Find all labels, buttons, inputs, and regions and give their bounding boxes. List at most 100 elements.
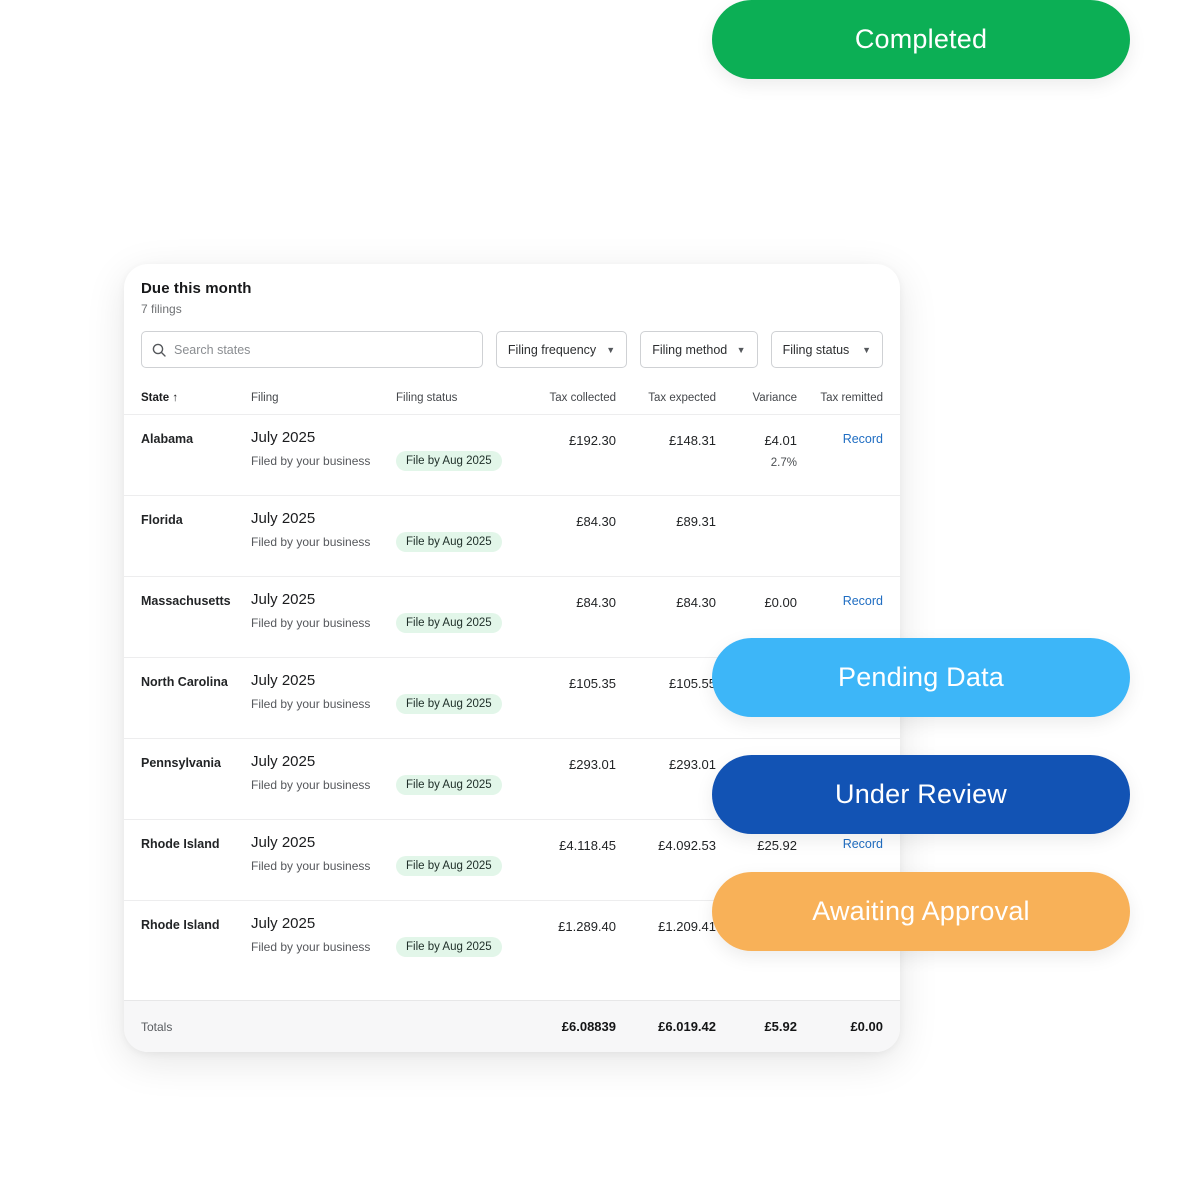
- chevron-down-icon: ▼: [736, 344, 746, 355]
- filing-cell: July 2025 Filed by your business: [251, 591, 396, 630]
- tax-collected-cell: £84.30: [576, 595, 616, 610]
- table-row[interactable]: Alabama July 2025 Filed by your business…: [124, 414, 900, 495]
- filed-by-label: Filed by your business: [251, 859, 371, 873]
- filing-status-cell: File by Aug 2025: [396, 429, 516, 471]
- totals-label: Totals: [141, 1019, 173, 1034]
- status-badge: File by Aug 2025: [396, 532, 502, 552]
- tax-collected-cell: £105.35: [569, 676, 616, 691]
- table-row[interactable]: Pennsylvania July 2025 Filed by your bus…: [124, 738, 900, 819]
- status-pill: Pending Data: [712, 638, 1130, 717]
- tax-expected-cell: £1.209.41: [658, 919, 716, 934]
- tax-expected-cell: £293.01: [669, 757, 716, 772]
- tax-expected-cell: £84.30: [676, 595, 716, 610]
- variance-percent: 2.7%: [770, 457, 797, 469]
- search-input[interactable]: [174, 342, 472, 357]
- state-cell: Massachusetts: [141, 594, 231, 608]
- page-title: Due this month: [141, 280, 252, 297]
- tax-remitted-cell: Record: [797, 591, 883, 608]
- table-header: State ↑ Filing Filing status Tax collect…: [124, 368, 900, 414]
- state-cell: Rhode Island: [141, 837, 220, 851]
- record-link[interactable]: Record: [842, 432, 883, 446]
- variance-cell: £25.92: [716, 834, 797, 862]
- filing-method-dropdown[interactable]: Filing method ▼: [640, 331, 758, 368]
- filing-method-label: Filing method: [652, 342, 728, 357]
- status-pill: Under Review: [712, 755, 1130, 834]
- totals-tax-expected: £6.019.42: [658, 1019, 716, 1034]
- search-states-box[interactable]: [141, 331, 483, 368]
- variance-cell: [716, 510, 797, 523]
- totals-tax-remitted: £0.00: [850, 1019, 883, 1034]
- filed-by-label: Filed by your business: [251, 454, 371, 468]
- tax-remitted-cell: Record: [797, 429, 883, 446]
- status-badge: File by Aug 2025: [396, 856, 502, 876]
- state-cell: Florida: [141, 513, 183, 527]
- column-header-filing-status: Filing status: [396, 392, 458, 404]
- filing-period: July 2025: [251, 915, 316, 932]
- tax-collected-cell: £192.30: [569, 433, 616, 448]
- tax-remitted-cell: Record: [797, 834, 883, 851]
- status-badge: File by Aug 2025: [396, 937, 502, 957]
- state-cell: North Carolina: [141, 675, 228, 689]
- tax-expected-cell: £105.55: [669, 676, 716, 691]
- filed-by-label: Filed by your business: [251, 778, 371, 792]
- tax-collected-cell: £84.30: [576, 514, 616, 529]
- filing-cell: July 2025 Filed by your business: [251, 915, 396, 954]
- column-header-state[interactable]: State ↑: [141, 392, 179, 404]
- table-body: Alabama July 2025 Filed by your business…: [124, 414, 900, 1000]
- variance-value: [716, 510, 797, 514]
- status-pill: Completed: [712, 0, 1130, 79]
- filing-period: July 2025: [251, 834, 316, 851]
- filing-status-cell: File by Aug 2025: [396, 753, 516, 795]
- state-cell: Pennsylvania: [141, 756, 221, 770]
- variance-cell: £4.01 2.7%: [716, 429, 797, 469]
- column-header-tax-remitted: Tax remitted: [820, 392, 883, 404]
- tax-expected-cell: £89.31: [676, 514, 716, 529]
- tax-remitted-cell: [797, 510, 883, 513]
- status-badge: File by Aug 2025: [396, 451, 502, 471]
- state-cell: Rhode Island: [141, 918, 220, 932]
- filed-by-label: Filed by your business: [251, 697, 371, 711]
- filing-period: July 2025: [251, 672, 316, 689]
- filed-by-label: Filed by your business: [251, 535, 371, 549]
- filing-status-cell: File by Aug 2025: [396, 915, 516, 957]
- totals-variance: £5.92: [764, 1019, 797, 1034]
- filed-by-label: Filed by your business: [251, 940, 371, 954]
- table-row[interactable]: Massachusetts July 2025 Filed by your bu…: [124, 576, 900, 657]
- filing-frequency-dropdown[interactable]: Filing frequency ▼: [495, 331, 628, 368]
- filing-cell: July 2025 Filed by your business: [251, 753, 396, 792]
- filed-by-label: Filed by your business: [251, 616, 371, 630]
- tax-expected-cell: £148.31: [669, 433, 716, 448]
- filing-period: July 2025: [251, 591, 316, 608]
- table-row[interactable]: Rhode Island July 2025 Filed by your bus…: [124, 900, 900, 981]
- record-link[interactable]: [797, 510, 883, 513]
- table-row[interactable]: North Carolina July 2025 Filed by your b…: [124, 657, 900, 738]
- state-cell: Alabama: [141, 432, 194, 446]
- tax-collected-cell: £4.118.45: [559, 838, 616, 853]
- totals-row: Totals £6.08839 £6.019.42 £5.92 £0.00: [124, 1000, 900, 1052]
- filing-cell: July 2025 Filed by your business: [251, 672, 396, 711]
- column-header-tax-collected: Tax collected: [549, 392, 616, 404]
- status-badge: File by Aug 2025: [396, 694, 502, 714]
- filing-cell: July 2025 Filed by your business: [251, 429, 396, 468]
- chevron-down-icon: ▼: [862, 344, 872, 355]
- table-row[interactable]: Florida July 2025 Filed by your business…: [124, 495, 900, 576]
- filing-cell: July 2025 Filed by your business: [251, 834, 396, 873]
- tax-expected-cell: £4.092.53: [658, 838, 716, 853]
- filing-status-label: Filing status: [782, 342, 850, 357]
- table-row[interactable]: Rhode Island July 2025 Filed by your bus…: [124, 819, 900, 900]
- filing-frequency-label: Filing frequency: [507, 342, 597, 357]
- search-icon: [152, 343, 166, 357]
- filing-period: July 2025: [251, 429, 316, 446]
- record-link[interactable]: Record: [842, 594, 883, 608]
- variance-value: £25.92: [757, 838, 797, 853]
- filing-status-dropdown[interactable]: Filing status ▼: [770, 331, 884, 368]
- filing-status-cell: File by Aug 2025: [396, 834, 516, 876]
- status-badge: File by Aug 2025: [396, 613, 502, 633]
- chevron-down-icon: ▼: [606, 344, 616, 355]
- variance-value: £0.00: [764, 595, 797, 610]
- variance-value: £4.01: [764, 433, 797, 448]
- record-link[interactable]: Record: [842, 837, 883, 851]
- tax-collected-cell: £293.01: [569, 757, 616, 772]
- filing-cell: July 2025 Filed by your business: [251, 510, 396, 549]
- column-header-filing: Filing: [251, 392, 279, 404]
